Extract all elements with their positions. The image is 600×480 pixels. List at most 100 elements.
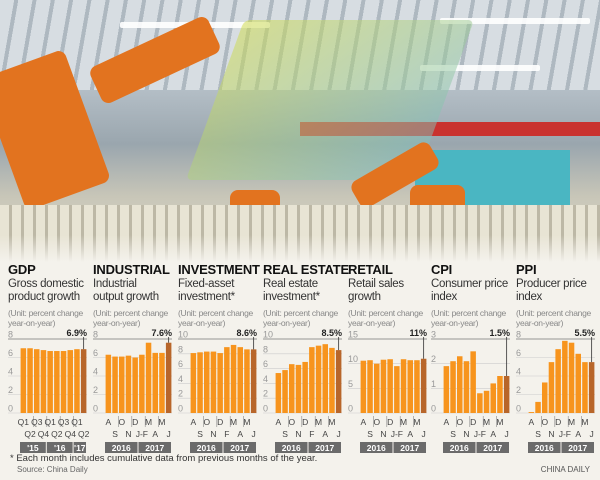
- year-label: '17: [74, 443, 86, 453]
- x-tick-label: M: [483, 417, 490, 427]
- y-tick-label: 4: [178, 374, 183, 384]
- x-tick-label: A: [237, 429, 243, 439]
- year-box: [393, 442, 426, 453]
- year-box: [73, 442, 86, 453]
- chart-subtitle: Producer price index: [516, 278, 600, 305]
- y-tick-label: 6: [8, 348, 13, 358]
- year-box: [528, 442, 561, 453]
- bar: [548, 362, 555, 413]
- year-label: 2016: [112, 443, 131, 453]
- x-tick-label: S: [197, 429, 203, 439]
- y-tick-label: 0: [178, 404, 183, 414]
- bar: [40, 350, 47, 413]
- bar: [387, 359, 393, 413]
- year-label: 2016: [535, 443, 554, 453]
- bar: [335, 350, 342, 413]
- y-tick-label: 0: [348, 404, 353, 414]
- bar: [542, 382, 548, 413]
- x-tick-label: A: [575, 429, 581, 439]
- x-tick-label: Q1: [71, 417, 83, 427]
- year-box: [360, 442, 393, 453]
- bar: [230, 344, 237, 413]
- year-label: 2017: [400, 443, 419, 453]
- x-tick-label: M: [230, 417, 237, 427]
- x-tick-label: O: [288, 417, 295, 427]
- year-box: [275, 442, 308, 453]
- panel-gdp: GDP Gross domestic product growth (Unit: …: [8, 262, 92, 455]
- y-tick-label: 15: [348, 330, 358, 340]
- x-tick-label: M: [581, 417, 588, 427]
- subtitle-line: Retail sales: [348, 278, 404, 290]
- x-tick-label: M: [328, 417, 335, 427]
- subtitle-line: Fixed-asset: [178, 278, 235, 290]
- x-tick-label: Q4: [38, 429, 50, 439]
- unit-line: year-on-year): [348, 318, 396, 328]
- chart-subtitle: Real estate investment*: [263, 278, 347, 305]
- unit-line: (Unit: percent change: [8, 308, 83, 318]
- panel-retail: RETAIL Retail sales growth (Unit: percent…: [348, 262, 432, 455]
- bar: [582, 362, 588, 413]
- subtitle-line: investment*: [178, 291, 235, 303]
- y-tick-label: 2: [516, 385, 521, 395]
- y-tick-label: 2: [263, 389, 268, 399]
- bar: [47, 351, 53, 413]
- bar: [275, 373, 282, 413]
- x-tick-label: M: [243, 417, 250, 427]
- y-tick-label: 0: [8, 404, 13, 414]
- bar: [420, 358, 427, 413]
- x-tick-label: A: [152, 429, 158, 439]
- year-label: 2016: [282, 443, 301, 453]
- x-tick-label: N: [295, 429, 301, 439]
- unit-line: year-on-year): [178, 318, 226, 328]
- y-tick-label: 10: [178, 330, 188, 340]
- y-tick-label: 0: [431, 404, 436, 414]
- bar: [54, 351, 60, 413]
- x-tick-label: Q1: [44, 417, 56, 427]
- year-label: 2017: [230, 443, 249, 453]
- x-tick-label: Q3: [31, 417, 43, 427]
- subtitle-line: growth: [348, 291, 381, 303]
- bar: [562, 340, 568, 413]
- y-tick-label: 0: [263, 404, 268, 414]
- bar: [477, 393, 483, 413]
- x-tick-label: A: [407, 429, 413, 439]
- bar: [20, 348, 27, 413]
- bar: [535, 401, 541, 413]
- x-tick-label: M: [568, 417, 575, 427]
- bar: [204, 351, 210, 413]
- subtitle-line: product growth: [8, 291, 80, 303]
- unit-line: (Unit: percent change: [516, 308, 591, 318]
- source: Source: China Daily: [17, 465, 88, 474]
- latest-value-label: 6.9%: [66, 328, 87, 338]
- bar: [497, 376, 503, 413]
- year-box: [308, 442, 341, 453]
- year-label: 2016: [367, 443, 386, 453]
- bar: [295, 364, 302, 413]
- latest-value-label: 1.5%: [489, 328, 510, 338]
- bar: [374, 363, 380, 413]
- subtitle-line: Producer price: [516, 278, 587, 290]
- x-tick-label: A: [529, 417, 535, 427]
- year-box: [443, 442, 476, 453]
- bar: [197, 352, 203, 413]
- bar: [463, 361, 470, 413]
- x-tick-label: O: [203, 417, 210, 427]
- y-tick-label: 2: [8, 385, 13, 395]
- x-tick-label: Q1: [18, 417, 30, 427]
- x-tick-label: N: [548, 429, 554, 439]
- unit-line: year-on-year): [516, 318, 564, 328]
- unit-line: year-on-year): [263, 318, 311, 328]
- bar: [289, 364, 295, 413]
- chart-unit: (Unit: percent change year-on-year): [348, 308, 432, 329]
- bar: [34, 349, 40, 413]
- x-tick-label: J: [505, 429, 509, 439]
- x-tick-label: S: [112, 429, 118, 439]
- x-tick-label: F: [224, 429, 229, 439]
- bar: [588, 362, 595, 413]
- latest-value-label: 8.5%: [321, 328, 342, 338]
- y-tick-label: 8: [178, 344, 183, 354]
- x-tick-label: F: [309, 429, 314, 439]
